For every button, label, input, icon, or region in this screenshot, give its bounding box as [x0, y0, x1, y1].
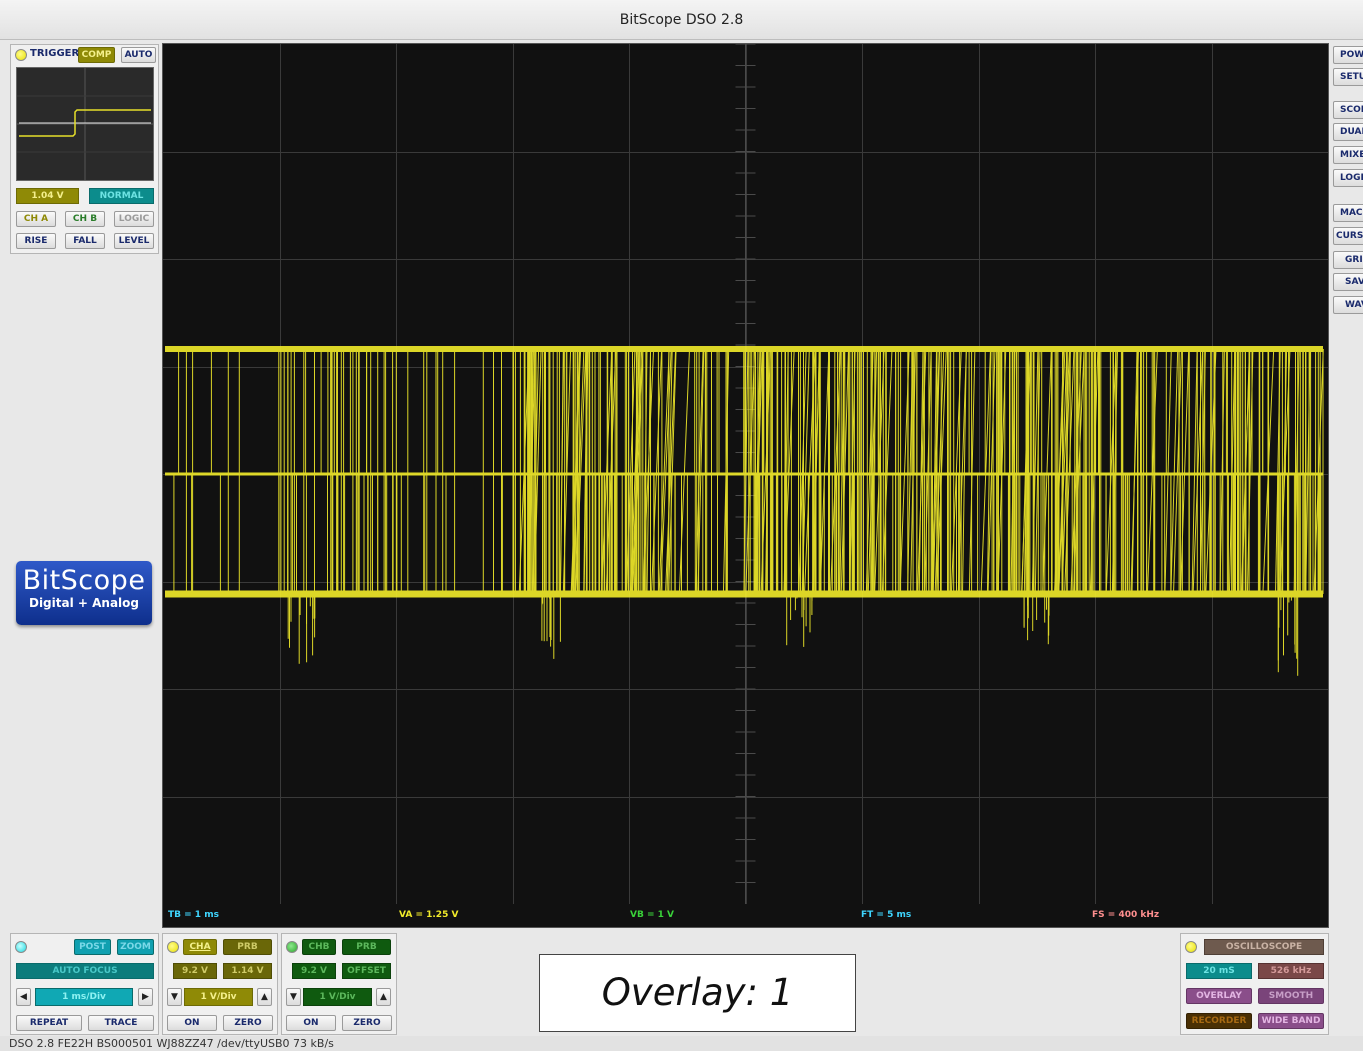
- channel-b-vdiv-down-icon[interactable]: ▼: [286, 988, 301, 1006]
- channel-b-on-button[interactable]: ON: [286, 1015, 336, 1031]
- timebase-increase-icon[interactable]: ▶: [138, 988, 153, 1006]
- channel-b-probe-button[interactable]: PRB: [342, 939, 391, 955]
- timebase-panel: POST ZOOM AUTO FOCUS ◀ 1 ms/Div ▶ REPEAT…: [10, 933, 159, 1035]
- duration-readout[interactable]: 20 mS: [1186, 963, 1252, 979]
- channel-a-vdiv-readout[interactable]: 1 V/Div: [184, 988, 253, 1006]
- channel-a-range-readout[interactable]: 9.2 V: [173, 963, 217, 979]
- trigger-cha-button[interactable]: CH A: [16, 211, 56, 227]
- status-bar: DSO 2.8 FE22H BS000501 WJ88ZZ47 /dev/tty…: [0, 1036, 1363, 1051]
- channel-a-on-button[interactable]: ON: [167, 1015, 217, 1031]
- wide-band-button[interactable]: WIDE BAND: [1258, 1013, 1324, 1029]
- menu-logic-button[interactable]: LOGIC: [1333, 169, 1363, 187]
- channel-a-panel: CHA PRB 9.2 V 1.14 V ▼ 1 V/Div ▲ ON ZERO: [162, 933, 278, 1035]
- channel-b-volts-readout: VB = 1 V: [630, 910, 674, 920]
- channel-b-zero-button[interactable]: ZERO: [342, 1015, 392, 1031]
- logo-sub-text: Digital + Analog: [28, 596, 139, 610]
- smooth-button[interactable]: SMOOTH: [1258, 988, 1324, 1004]
- logo-main-text: BitScope: [22, 565, 146, 596]
- window-title: BitScope DSO 2.8: [0, 0, 1363, 40]
- channel-b-offset-readout[interactable]: OFFSET: [342, 963, 391, 979]
- trigger-level-readout[interactable]: 1.04 V: [16, 188, 79, 204]
- timebase-readout: TB = 1 ms: [168, 910, 219, 920]
- channel-a-vdiv-up-icon[interactable]: ▲: [257, 988, 272, 1006]
- zoom-button[interactable]: ZOOM: [117, 939, 154, 955]
- menu-mixed-button[interactable]: MIXED: [1333, 146, 1363, 164]
- overlay-caption: Overlay: 1 Minute: [539, 954, 856, 1051]
- channel-b-vdiv-readout[interactable]: 1 V/Div: [303, 988, 372, 1006]
- oscilloscope-mode-button[interactable]: OSCILLOSCOPE: [1204, 939, 1324, 955]
- channel-a-volts-readout: VA = 1.25 V: [399, 910, 459, 920]
- channel-a-select-button[interactable]: CHA: [183, 939, 217, 955]
- trigger-preview-waveform: [17, 68, 153, 180]
- trigger-level-button[interactable]: LEVEL: [114, 233, 154, 249]
- frequency-readout[interactable]: 526 kHz: [1258, 963, 1324, 979]
- channel-b-led-icon[interactable]: [286, 941, 298, 953]
- menu-cursor-button[interactable]: CURSOR: [1333, 227, 1363, 245]
- trigger-panel: TRIGGER COMP AUTO 1.04 V NORMAL CH A CH …: [10, 44, 159, 254]
- menu-scope-button[interactable]: SCOPE: [1333, 101, 1363, 119]
- overlay-button[interactable]: OVERLAY: [1186, 988, 1252, 1004]
- channel-a-zero-button[interactable]: ZERO: [223, 1015, 273, 1031]
- mode-led-icon[interactable]: [1185, 941, 1197, 953]
- channel-a-probe-button[interactable]: PRB: [223, 939, 272, 955]
- frame-time-readout: FT = 5 ms: [861, 910, 912, 920]
- channel-b-vdiv-up-icon[interactable]: ▲: [376, 988, 391, 1006]
- trigger-label: TRIGGER: [30, 48, 80, 59]
- bitscope-logo: BitScope Digital + Analog: [16, 561, 152, 625]
- timebase-rate-readout[interactable]: 1 ms/Div: [35, 988, 133, 1006]
- channel-a-vdiv-down-icon[interactable]: ▼: [167, 988, 182, 1006]
- menu-save-button[interactable]: SAVE: [1333, 273, 1363, 291]
- trigger-comp-button[interactable]: COMP: [78, 47, 115, 63]
- trigger-chb-button[interactable]: CH B: [65, 211, 105, 227]
- trigger-mode-readout[interactable]: NORMAL: [89, 188, 154, 204]
- menu-setup-button[interactable]: SETUP: [1333, 68, 1363, 86]
- auto-focus-button[interactable]: AUTO FOCUS: [16, 963, 154, 979]
- menu-wave-button[interactable]: WAVE: [1333, 296, 1363, 314]
- trigger-preview: [16, 67, 154, 181]
- oscilloscope-display[interactable]: TB = 1 ms VA = 1.25 V VB = 1 V FT = 5 ms…: [162, 43, 1329, 928]
- trigger-led-icon[interactable]: [15, 49, 27, 61]
- menu-grid-button[interactable]: GRID: [1333, 251, 1363, 269]
- menu-macro-button[interactable]: MACRO: [1333, 204, 1363, 222]
- channel-a-offset-readout[interactable]: 1.14 V: [223, 963, 272, 979]
- channel-b-panel: CHB PRB 9.2 V OFFSET ▼ 1 V/Div ▲ ON ZERO: [281, 933, 397, 1035]
- menu-power-button[interactable]: POWER: [1333, 46, 1363, 64]
- recorder-button[interactable]: RECORDER: [1186, 1013, 1252, 1029]
- waveform-trace: [165, 346, 1324, 676]
- sample-rate-readout: FS = 400 kHz: [1092, 910, 1160, 920]
- timebase-led-icon[interactable]: [15, 941, 27, 953]
- post-button[interactable]: POST: [74, 939, 111, 955]
- menu-dual-button[interactable]: DUAL: [1333, 123, 1363, 141]
- display-mode-panel: OSCILLOSCOPE 20 mS 526 kHz OVERLAY SMOOT…: [1180, 933, 1329, 1035]
- trigger-auto-button[interactable]: AUTO: [121, 47, 156, 63]
- trigger-fall-button[interactable]: FALL: [65, 233, 105, 249]
- timebase-decrease-icon[interactable]: ◀: [16, 988, 31, 1006]
- channel-b-select-button[interactable]: CHB: [302, 939, 336, 955]
- trigger-logic-button[interactable]: LOGIC: [114, 211, 154, 227]
- channel-a-led-icon[interactable]: [167, 941, 179, 953]
- repeat-button[interactable]: REPEAT: [16, 1015, 82, 1031]
- channel-b-range-readout[interactable]: 9.2 V: [292, 963, 336, 979]
- trace-button[interactable]: TRACE: [88, 1015, 154, 1031]
- scope-graticule: [163, 44, 1328, 904]
- trigger-rise-button[interactable]: RISE: [16, 233, 56, 249]
